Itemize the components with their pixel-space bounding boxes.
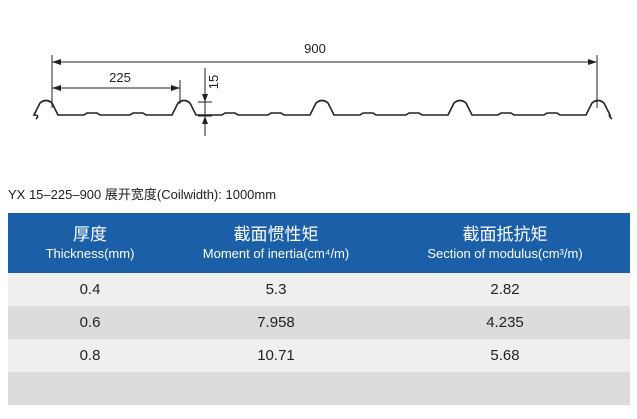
table-cell: 0.8 [8, 339, 172, 372]
table-cell: 5.68 [380, 339, 630, 372]
pitch-dimension: 225 [109, 70, 131, 85]
caption: YX 15–225–900 展开宽度(Coilwidth): 1000mm [8, 187, 277, 202]
table-cell: 7.958 [172, 306, 380, 339]
height-dimension: 15 [206, 75, 221, 89]
header-cell: 截面惯性矩 Moment of inertia(cm⁴/m) [172, 213, 380, 273]
header-zh: 截面惯性矩 [233, 224, 319, 244]
header-en: Section of modulus(cm³/m) [427, 245, 583, 261]
empty-cell [8, 372, 172, 405]
header-cell: 厚度 Thickness(mm) [8, 213, 172, 273]
header-zh: 截面抵抗矩 [462, 224, 548, 244]
table-cell: 4.235 [380, 306, 630, 339]
header-zh: 厚度 [73, 224, 107, 244]
table-cell: 0.4 [8, 273, 172, 306]
empty-row [8, 372, 630, 405]
header-row: 厚度 Thickness(mm) 截面惯性矩 Moment of inertia(c… [8, 213, 630, 273]
header-en: Moment of inertia(cm⁴/m) [202, 245, 350, 261]
table-cell: 2.82 [380, 273, 630, 306]
table-cell: 0.6 [8, 306, 172, 339]
table-row: 0.4 5.3 2.82 [8, 273, 630, 306]
empty-cell [380, 372, 630, 405]
header-en: Thickness(mm) [45, 245, 135, 261]
empty-cell [172, 372, 380, 405]
spec-table: 厚度 Thickness(mm) 截面惯性矩 Moment of inertia(c… [8, 213, 630, 405]
header-cell: 截面抵抗矩 Section of modulus(cm³/m) [380, 213, 630, 273]
width-dimension: 900 [304, 41, 326, 56]
table-row: 0.8 10.71 5.68 [8, 339, 630, 372]
table-row: 0.6 7.958 4.235 [8, 306, 630, 339]
profile-line [32, 99, 613, 120]
profile-drawing: 900 225 15 [32, 41, 613, 136]
table-cell: 5.3 [172, 273, 380, 306]
table-body: 0.4 5.3 2.82 0.6 7.958 4.235 0.8 10.71 5.68 [8, 273, 630, 405]
table-cell: 10.71 [172, 339, 380, 372]
